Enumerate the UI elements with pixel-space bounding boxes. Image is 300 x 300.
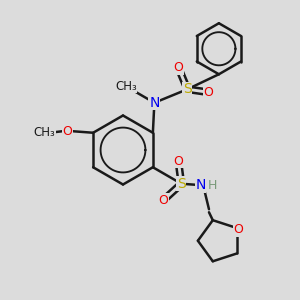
Text: O: O (203, 86, 213, 99)
Text: O: O (173, 155, 183, 168)
Text: S: S (177, 177, 186, 191)
Text: O: O (63, 125, 73, 138)
Text: methyl: methyl (126, 83, 131, 85)
Text: O: O (158, 194, 168, 207)
Text: O: O (233, 223, 243, 236)
Text: N: N (149, 96, 160, 110)
Text: H: H (208, 179, 217, 192)
Text: CH₃: CH₃ (33, 126, 55, 139)
Text: CH₃: CH₃ (115, 80, 137, 93)
Text: O: O (173, 61, 183, 74)
Text: N: N (195, 178, 206, 192)
Text: S: S (183, 82, 192, 96)
